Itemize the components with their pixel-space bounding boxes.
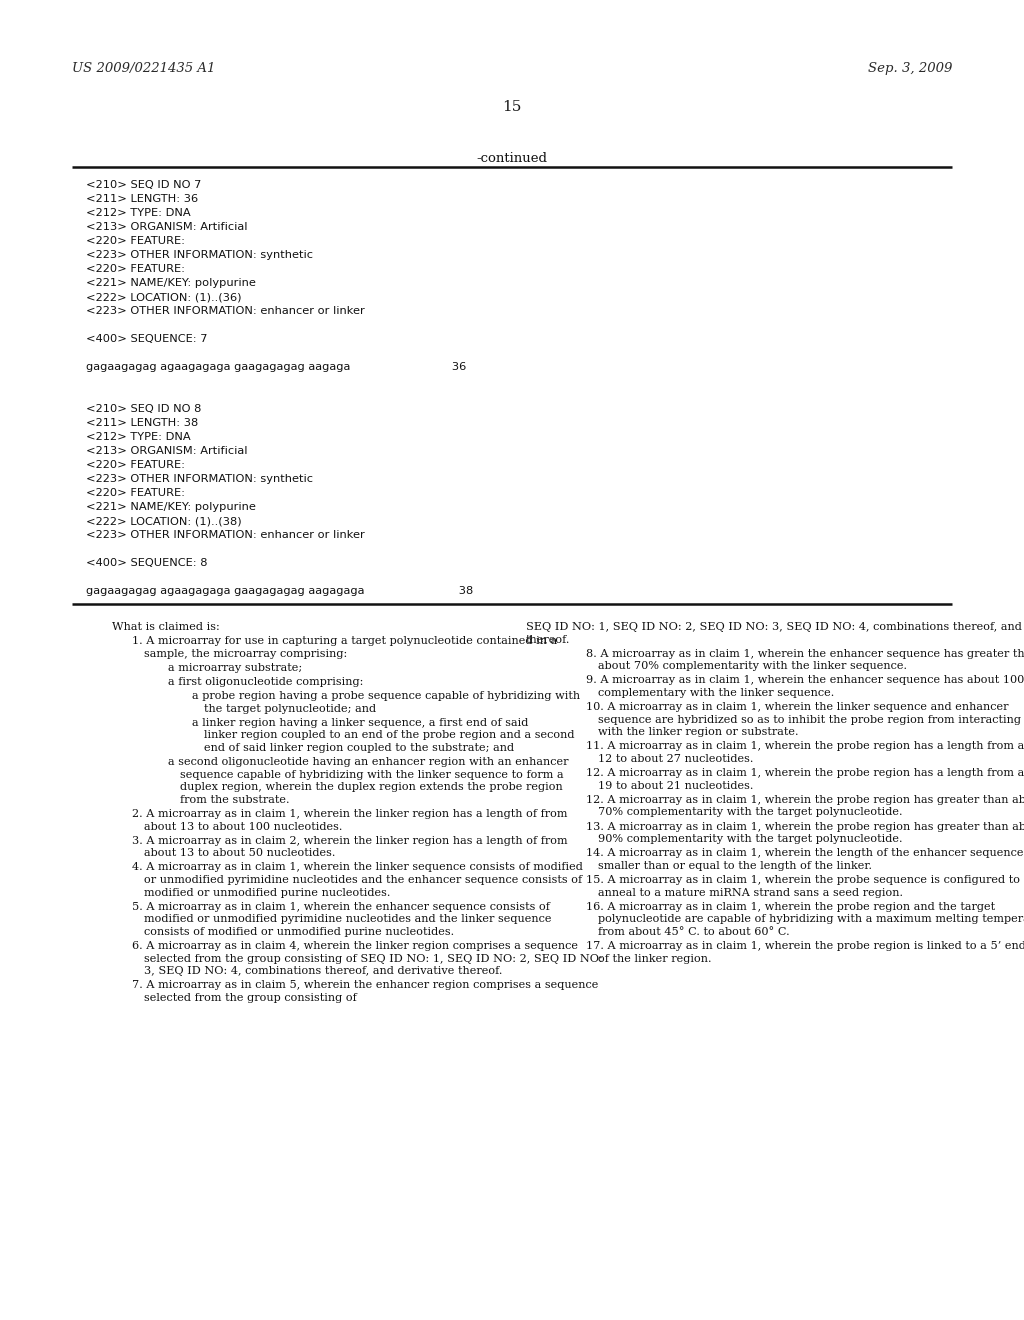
Text: selected from the group consisting of: selected from the group consisting of [144,993,356,1003]
Text: <212> TYPE: DNA: <212> TYPE: DNA [86,432,190,442]
Text: about 70% complementarity with the linker sequence.: about 70% complementarity with the linke… [598,661,907,672]
Text: 9. A microarray as in claim 1, wherein the enhancer sequence has about 100%: 9. A microarray as in claim 1, wherein t… [586,676,1024,685]
Text: <222> LOCATION: (1)..(36): <222> LOCATION: (1)..(36) [86,292,242,302]
Text: of the linker region.: of the linker region. [598,953,712,964]
Text: <220> FEATURE:: <220> FEATURE: [86,488,185,498]
Text: 2. A microarray as in claim 1, wherein the linker region has a length of from: 2. A microarray as in claim 1, wherein t… [132,809,567,818]
Text: gagaagagag agaagagaga gaagagagag aagagaga                          38: gagaagagag agaagagaga gaagagagag aagagag… [86,586,473,597]
Text: <210> SEQ ID NO 8: <210> SEQ ID NO 8 [86,404,202,414]
Text: 3, SEQ ID NO: 4, combinations thereof, and derivative thereof.: 3, SEQ ID NO: 4, combinations thereof, a… [144,966,503,975]
Text: 15. A microarray as in claim 1, wherein the probe sequence is configured to: 15. A microarray as in claim 1, wherein … [586,875,1020,884]
Text: 90% complementarity with the target polynucleotide.: 90% complementarity with the target poly… [598,834,902,843]
Text: <212> TYPE: DNA: <212> TYPE: DNA [86,209,190,218]
Text: from about 45° C. to about 60° C.: from about 45° C. to about 60° C. [598,927,790,937]
Text: a second oligonucleotide having an enhancer region with an enhancer: a second oligonucleotide having an enhan… [168,756,568,767]
Text: 4. A microarray as in claim 1, wherein the linker sequence consists of modified: 4. A microarray as in claim 1, wherein t… [132,862,583,873]
Text: <223> OTHER INFORMATION: synthetic: <223> OTHER INFORMATION: synthetic [86,474,313,484]
Text: 12 to about 27 nucleotides.: 12 to about 27 nucleotides. [598,754,754,764]
Text: thereof.: thereof. [526,635,570,644]
Text: modified or unmodified pyrimidine nucleotides and the linker sequence: modified or unmodified pyrimidine nucleo… [144,915,552,924]
Text: 6. A microarray as in claim 4, wherein the linker region comprises a sequence: 6. A microarray as in claim 4, wherein t… [132,941,578,950]
Text: selected from the group consisting of SEQ ID NO: 1, SEQ ID NO: 2, SEQ ID NO:: selected from the group consisting of SE… [144,953,603,964]
Text: anneal to a mature miRNA strand sans a seed region.: anneal to a mature miRNA strand sans a s… [598,887,903,898]
Text: duplex region, wherein the duplex region extends the probe region: duplex region, wherein the duplex region… [180,783,563,792]
Text: sequence are hybridized so as to inhibit the probe region from interacting: sequence are hybridized so as to inhibit… [598,714,1021,725]
Text: <223> OTHER INFORMATION: enhancer or linker: <223> OTHER INFORMATION: enhancer or lin… [86,306,365,315]
Text: sample, the microarray comprising:: sample, the microarray comprising: [144,648,347,659]
Text: 12. A microarray as in claim 1, wherein the probe region has a length from about: 12. A microarray as in claim 1, wherein … [586,768,1024,777]
Text: <220> FEATURE:: <220> FEATURE: [86,459,185,470]
Text: 70% complementarity with the target polynucleotide.: 70% complementarity with the target poly… [598,808,902,817]
Text: <221> NAME/KEY: polypurine: <221> NAME/KEY: polypurine [86,502,256,512]
Text: consists of modified or unmodified purine nucleotides.: consists of modified or unmodified purin… [144,927,454,937]
Text: US 2009/0221435 A1: US 2009/0221435 A1 [72,62,215,75]
Text: 10. A microarray as in claim 1, wherein the linker sequence and enhancer: 10. A microarray as in claim 1, wherein … [586,702,1009,711]
Text: <220> FEATURE:: <220> FEATURE: [86,236,185,246]
Text: complementary with the linker sequence.: complementary with the linker sequence. [598,688,835,698]
Text: polynucleotide are capable of hybridizing with a maximum melting temperature: polynucleotide are capable of hybridizin… [598,915,1024,924]
Text: a linker region having a linker sequence, a first end of said: a linker region having a linker sequence… [193,718,528,727]
Text: linker region coupled to an end of the probe region and a second: linker region coupled to an end of the p… [204,730,574,741]
Text: <400> SEQUENCE: 8: <400> SEQUENCE: 8 [86,558,208,568]
Text: <223> OTHER INFORMATION: enhancer or linker: <223> OTHER INFORMATION: enhancer or lin… [86,531,365,540]
Text: the target polynucleotide; and: the target polynucleotide; and [204,704,376,714]
Text: end of said linker region coupled to the substrate; and: end of said linker region coupled to the… [204,743,514,752]
Text: about 13 to about 100 nucleotides.: about 13 to about 100 nucleotides. [144,821,342,832]
Text: from the substrate.: from the substrate. [180,795,290,805]
Text: -continued: -continued [476,152,548,165]
Text: 13. A microarray as in claim 1, wherein the probe region has greater than about: 13. A microarray as in claim 1, wherein … [586,821,1024,832]
Text: <213> ORGANISM: Artificial: <213> ORGANISM: Artificial [86,446,248,455]
Text: SEQ ID NO: 1, SEQ ID NO: 2, SEQ ID NO: 3, SEQ ID NO: 4, combinations thereof, an: SEQ ID NO: 1, SEQ ID NO: 2, SEQ ID NO: 3… [526,622,1024,632]
Text: 16. A microarray as in claim 1, wherein the probe region and the target: 16. A microarray as in claim 1, wherein … [586,902,995,912]
Text: Sep. 3, 2009: Sep. 3, 2009 [867,62,952,75]
Text: smaller than or equal to the length of the linker.: smaller than or equal to the length of t… [598,861,872,871]
Text: 12. A microarray as in claim 1, wherein the probe region has greater than about: 12. A microarray as in claim 1, wherein … [586,795,1024,805]
Text: What is claimed is:: What is claimed is: [112,622,220,632]
Text: <400> SEQUENCE: 7: <400> SEQUENCE: 7 [86,334,208,345]
Text: <220> FEATURE:: <220> FEATURE: [86,264,185,275]
Text: 3. A microarray as in claim 2, wherein the linker region has a length of from: 3. A microarray as in claim 2, wherein t… [132,836,567,846]
Text: 17. A microarray as in claim 1, wherein the probe region is linked to a 5’ end: 17. A microarray as in claim 1, wherein … [586,941,1024,950]
Text: <213> ORGANISM: Artificial: <213> ORGANISM: Artificial [86,222,248,232]
Text: 1. A microarray for use in capturing a target polynucleotide contained in a: 1. A microarray for use in capturing a t… [132,636,557,645]
Text: <221> NAME/KEY: polypurine: <221> NAME/KEY: polypurine [86,279,256,288]
Text: <222> LOCATION: (1)..(38): <222> LOCATION: (1)..(38) [86,516,242,525]
Text: a first oligonucleotide comprising:: a first oligonucleotide comprising: [168,677,364,686]
Text: 5. A microarray as in claim 1, wherein the enhancer sequence consists of: 5. A microarray as in claim 1, wherein t… [132,902,550,912]
Text: gagaagagag agaagagaga gaagagagag aagaga                            36: gagaagagag agaagagaga gaagagagag aagaga … [86,362,466,372]
Text: 14. A microarray as in claim 1, wherein the length of the enhancer sequence is: 14. A microarray as in claim 1, wherein … [586,849,1024,858]
Text: sequence capable of hybridizing with the linker sequence to form a: sequence capable of hybridizing with the… [180,770,563,780]
Text: <211> LENGTH: 36: <211> LENGTH: 36 [86,194,198,205]
Text: a microarray substrate;: a microarray substrate; [168,663,302,673]
Text: <211> LENGTH: 38: <211> LENGTH: 38 [86,418,199,428]
Text: <223> OTHER INFORMATION: synthetic: <223> OTHER INFORMATION: synthetic [86,249,313,260]
Text: a probe region having a probe sequence capable of hybridizing with: a probe region having a probe sequence c… [193,690,581,701]
Text: about 13 to about 50 nucleotides.: about 13 to about 50 nucleotides. [144,849,336,858]
Text: 19 to about 21 nucleotides.: 19 to about 21 nucleotides. [598,780,754,791]
Text: with the linker region or substrate.: with the linker region or substrate. [598,727,799,738]
Text: or unmodified pyrimidine nucleotides and the enhancer sequence consists of: or unmodified pyrimidine nucleotides and… [144,875,582,884]
Text: 7. A microarray as in claim 5, wherein the enhancer region comprises a sequence: 7. A microarray as in claim 5, wherein t… [132,981,598,990]
Text: 11. A microarray as in claim 1, wherein the probe region has a length from about: 11. A microarray as in claim 1, wherein … [586,742,1024,751]
Text: 8. A microarray as in claim 1, wherein the enhancer sequence has greater than: 8. A microarray as in claim 1, wherein t… [586,648,1024,659]
Text: <210> SEQ ID NO 7: <210> SEQ ID NO 7 [86,180,202,190]
Text: modified or unmodified purine nucleotides.: modified or unmodified purine nucleotide… [144,887,390,898]
Text: 15: 15 [503,100,521,114]
